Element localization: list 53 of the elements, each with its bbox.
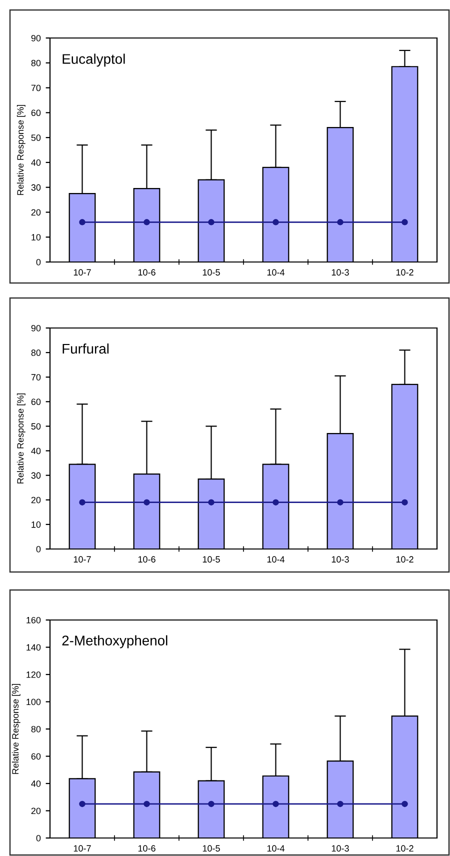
x-tick-label: 10-7 xyxy=(74,845,91,852)
y-tick-label: 60 xyxy=(31,398,41,406)
y-tick-label: 140 xyxy=(26,644,41,651)
x-tick-label: 10-2 xyxy=(396,269,414,276)
y-tick-label: 70 xyxy=(31,84,41,92)
y-tick-label: 50 xyxy=(31,423,41,430)
y-axis-title: Relative Response [%] xyxy=(16,104,26,195)
y-tick-label: 10 xyxy=(32,521,41,528)
y-tick-label: 50 xyxy=(31,134,41,141)
y-tick-label: 30 xyxy=(31,184,41,191)
x-tick-label: 10-5 xyxy=(202,269,220,276)
x-tick-label: 10-7 xyxy=(74,269,91,276)
x-tick-label: 10-2 xyxy=(396,845,414,852)
y-tick-label: 90 xyxy=(31,34,41,42)
y-tick-label: 40 xyxy=(31,159,41,166)
x-tick-label: 10-7 xyxy=(74,556,91,563)
y-tick-label: 0 xyxy=(36,546,41,552)
y-tick-label: 0 xyxy=(36,834,41,842)
y-axis-title: Relative Response [%] xyxy=(12,684,20,774)
y-tick-label: 100 xyxy=(26,698,41,706)
y-tick-label: 80 xyxy=(31,350,41,356)
x-tick-label: 10-5 xyxy=(202,556,220,563)
y-tick-label: 60 xyxy=(31,753,41,760)
y-tick-label: 40 xyxy=(31,780,41,787)
x-tick-label: 10-4 xyxy=(267,556,285,563)
y-tick-label: 20 xyxy=(31,808,41,814)
y-tick-label: 40 xyxy=(31,448,41,454)
y-tick-label: 20 xyxy=(31,209,41,216)
x-tick-label: 10-5 xyxy=(202,845,220,852)
y-tick-label: 60 xyxy=(31,110,41,116)
y-tick-label: 70 xyxy=(31,374,41,380)
y-tick-label: 90 xyxy=(31,324,41,332)
y-tick-label: 160 xyxy=(26,616,41,624)
y-tick-label: 20 xyxy=(31,496,41,504)
y-tick-label: 80 xyxy=(31,726,41,732)
x-tick-label: 10-6 xyxy=(138,269,156,276)
x-tick-label: 10-6 xyxy=(138,845,156,852)
text: Eucalyptol xyxy=(62,54,125,67)
text: Furfural xyxy=(62,343,109,354)
y-tick-label: 80 xyxy=(31,60,41,66)
x-tick-label: 10-4 xyxy=(267,845,285,852)
y-tick-label: 0 xyxy=(36,258,41,266)
y-tick-label: 120 xyxy=(26,671,41,678)
y-tick-label: 10 xyxy=(32,234,41,240)
x-tick-label: 10-2 xyxy=(396,556,414,563)
y-tick-label: 30 xyxy=(31,472,41,479)
x-tick-label: 10-4 xyxy=(267,269,285,276)
x-tick-label: 10-3 xyxy=(332,845,349,852)
text: 2-Methoxyphenol xyxy=(62,635,168,648)
y-axis-title: Relative Response [%] xyxy=(16,393,26,484)
x-tick-label: 10-6 xyxy=(138,556,156,563)
x-tick-label: 10-3 xyxy=(332,556,349,563)
x-tick-label: 10-3 xyxy=(332,269,349,276)
